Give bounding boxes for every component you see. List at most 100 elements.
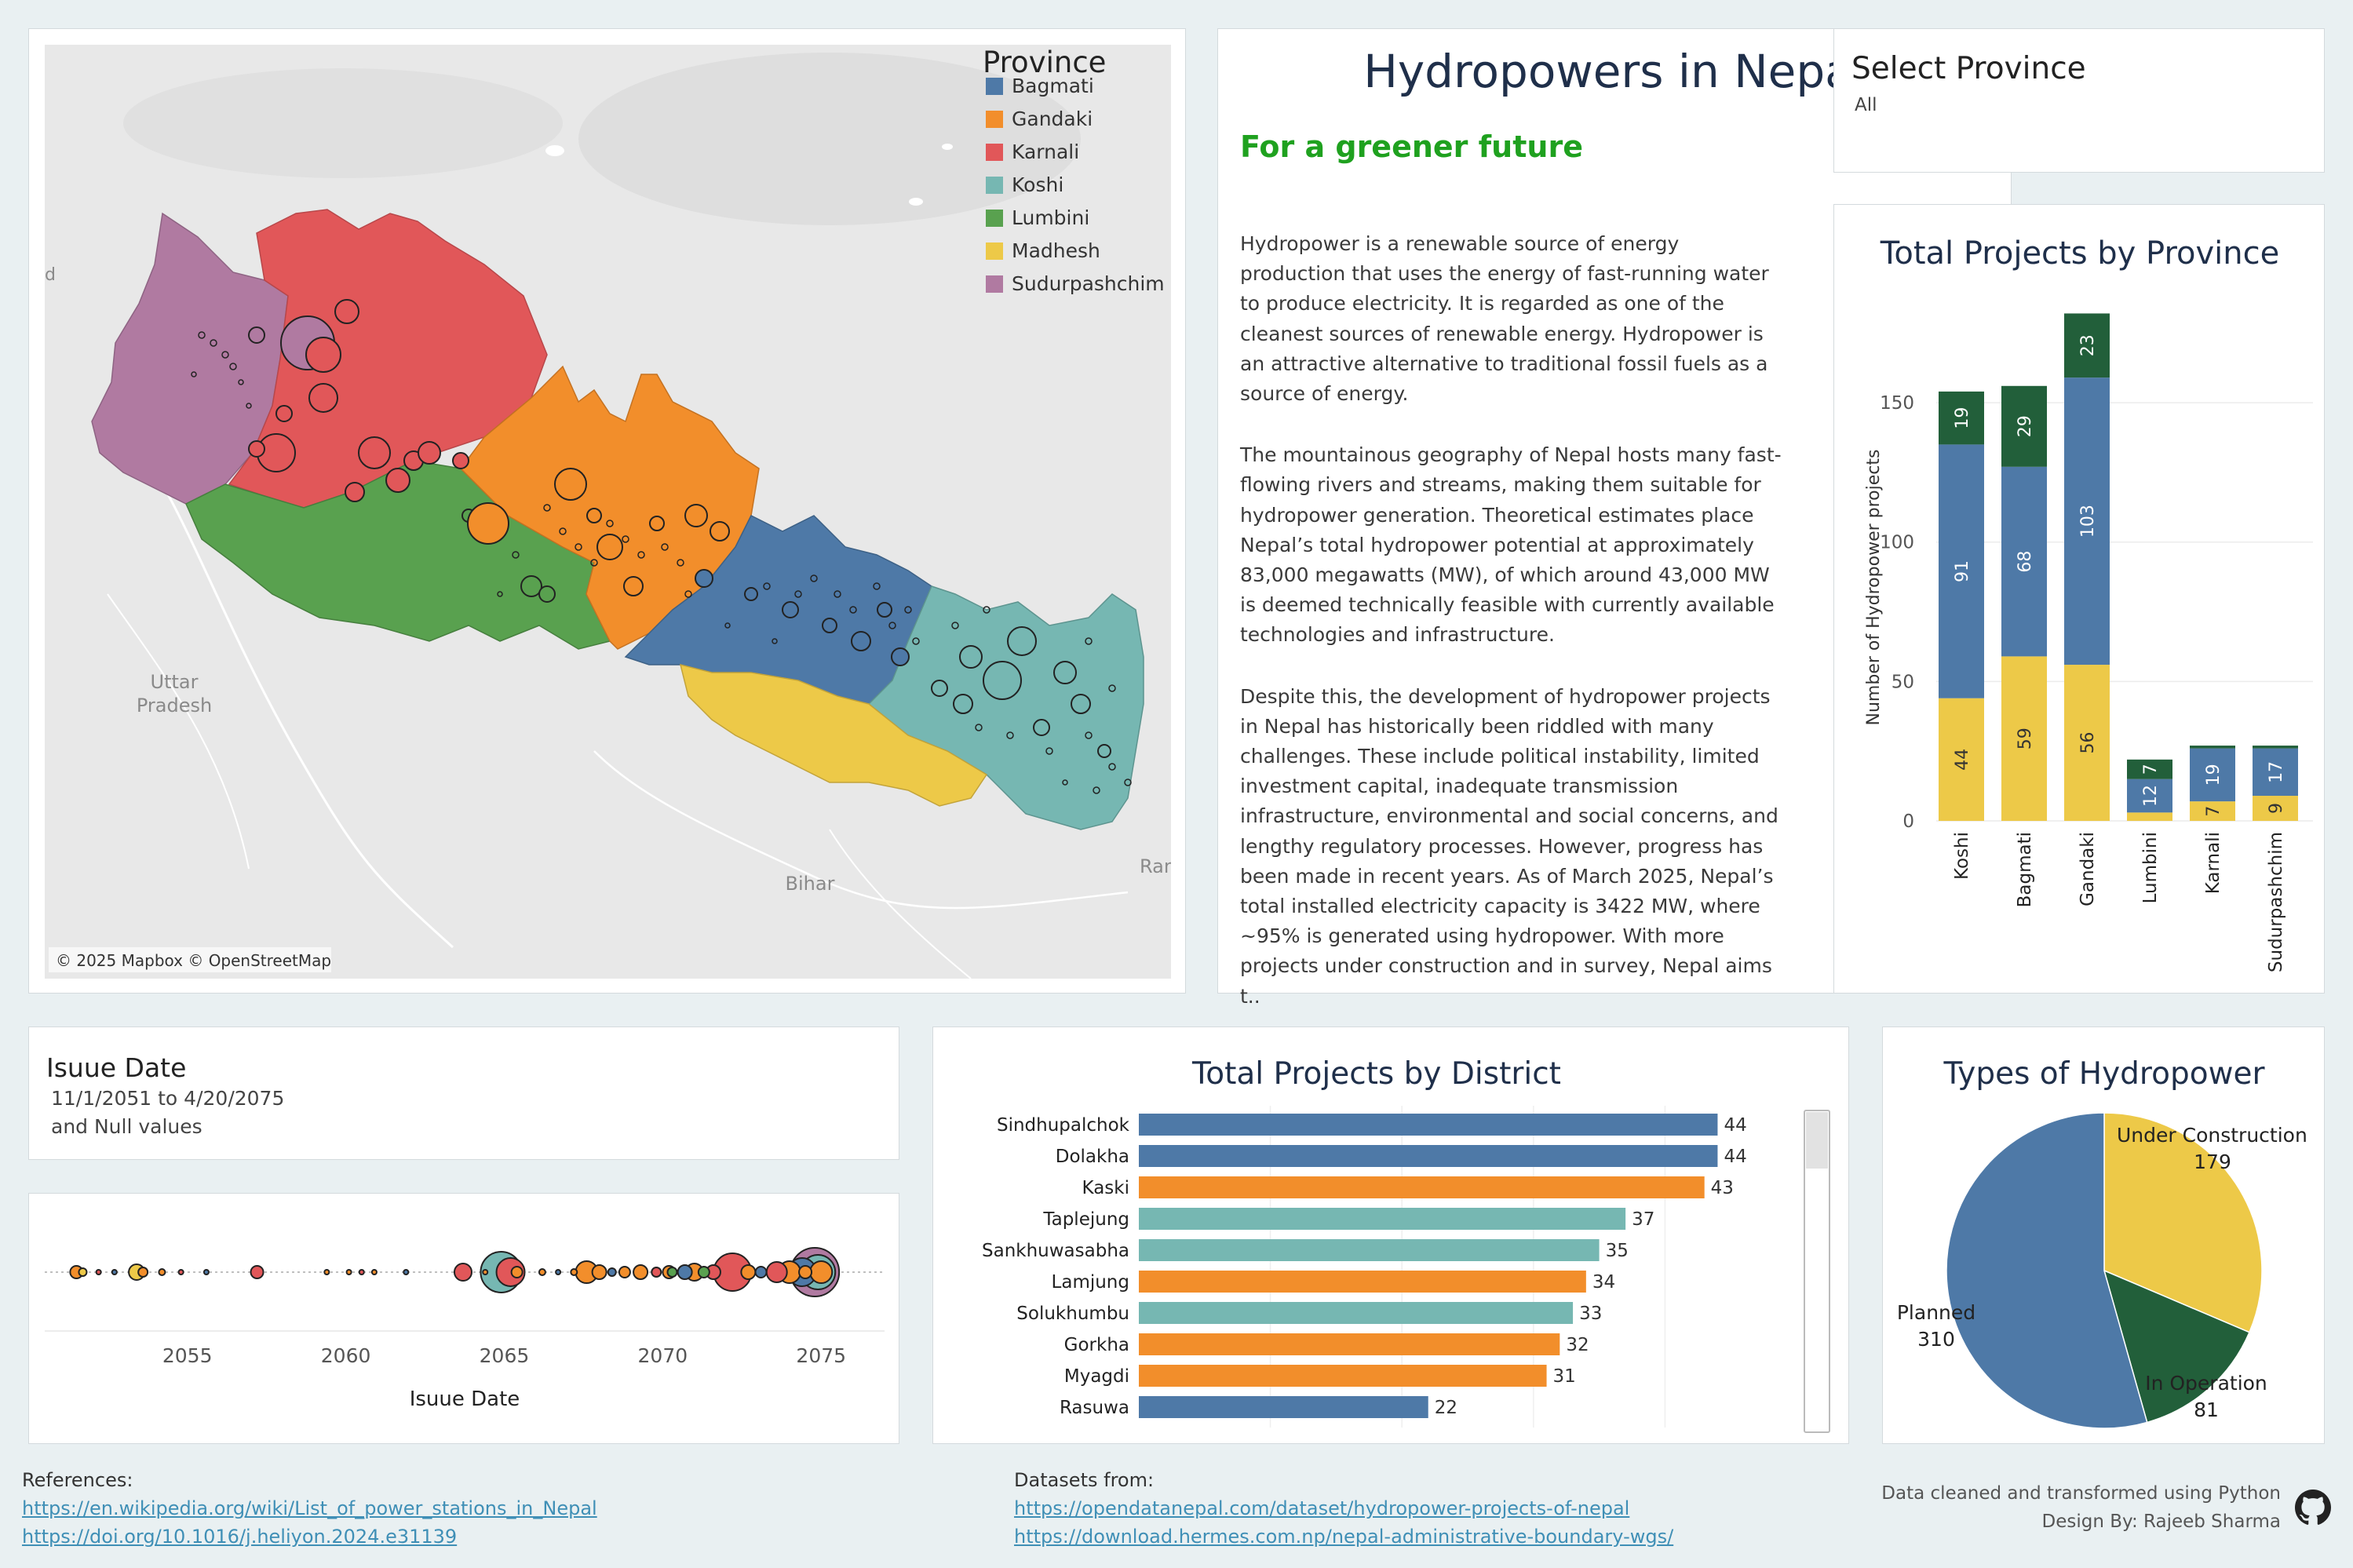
legend-label-gandaki[interactable]: Gandaki — [1012, 108, 1093, 130]
timeline-point[interactable] — [95, 1269, 102, 1275]
legend-swatch-madhesh[interactable] — [986, 242, 1003, 260]
reference-link-1[interactable]: https://en.wikipedia.org/wiki/List_of_po… — [22, 1497, 597, 1519]
province-bar-gandaki-in_operation[interactable] — [2064, 313, 2110, 378]
reference-link-2[interactable]: https://doi.org/10.1016/j.heliyon.2024.e… — [22, 1526, 458, 1548]
timeline-point[interactable] — [570, 1268, 578, 1276]
province-bar-value-label: 9 — [2267, 803, 2286, 814]
timeline-point[interactable] — [618, 1266, 631, 1278]
legend-label-madhesh[interactable]: Madhesh — [1012, 239, 1100, 262]
timeline-point[interactable] — [633, 1264, 649, 1280]
district-bar-taplejung[interactable] — [1139, 1208, 1626, 1230]
legend-label-bagmati[interactable]: Bagmati — [1012, 75, 1094, 97]
map-attribution[interactable]: © 2025 Mapbox © OpenStreetMap — [56, 951, 331, 970]
province-bar-lumbini-planned[interactable] — [2127, 779, 2172, 813]
legend-swatch-gandaki[interactable] — [986, 111, 1003, 128]
province-bar-karnali-in_operation[interactable] — [2190, 746, 2235, 749]
timeline-point[interactable] — [358, 1269, 365, 1275]
timeline-point[interactable] — [111, 1269, 118, 1275]
province-bar-sudurpashchim-under_construction[interactable] — [2253, 796, 2298, 821]
timeline-point[interactable] — [323, 1269, 330, 1275]
district-bar-rasuwa[interactable] — [1139, 1396, 1428, 1418]
timeline-point[interactable] — [555, 1269, 562, 1275]
district-bar-kaski[interactable] — [1139, 1176, 1705, 1198]
province-bar-bagmati-under_construction[interactable] — [2001, 656, 2047, 821]
date-filter-range[interactable]: 11/1/2051 to 4/20/2075 — [51, 1087, 285, 1110]
timeline-point[interactable] — [482, 1269, 489, 1275]
legend-label-lumbini[interactable]: Lumbini — [1012, 206, 1089, 229]
timeline-point[interactable] — [250, 1265, 264, 1279]
province-xtick-bagmati: Bagmati — [2015, 832, 2035, 907]
province-bar-bagmati-in_operation[interactable] — [2001, 385, 2047, 467]
district-bar-sankhuwasabha[interactable] — [1139, 1239, 1600, 1261]
legend-swatch-bagmati[interactable] — [986, 78, 1003, 95]
timeline-point[interactable] — [345, 1269, 352, 1275]
province-bar-karnali-planned[interactable] — [2190, 748, 2235, 802]
province-bar-gandaki-planned[interactable] — [2064, 377, 2110, 665]
district-bar-dolakha[interactable] — [1139, 1145, 1718, 1167]
province-bar-bagmati-planned[interactable] — [2001, 466, 2047, 657]
timeline-point[interactable] — [370, 1269, 378, 1275]
legend-swatch-sudurpashchim[interactable] — [986, 275, 1003, 293]
timeline-point[interactable] — [740, 1264, 757, 1280]
project-markers[interactable] — [248, 299, 1111, 758]
timeline-point[interactable] — [809, 1260, 834, 1284]
district-bar-lamjung[interactable] — [1139, 1271, 1586, 1293]
legend-label-karnali[interactable]: Karnali — [1012, 140, 1079, 163]
province-legend[interactable]: Bagmati Gandaki Karnali Koshi Lumbini Madhesh… — [986, 75, 1165, 295]
province-bar-karnali-under_construction[interactable] — [2190, 801, 2235, 821]
timeline-point[interactable] — [651, 1267, 662, 1278]
timeline-point[interactable] — [137, 1267, 149, 1278]
district-scrollbar-thumb[interactable] — [1806, 1112, 1828, 1169]
province-bar-gandaki-under_construction[interactable] — [2064, 665, 2110, 821]
timeline-point[interactable] — [798, 1265, 813, 1279]
timeline-point[interactable] — [666, 1267, 678, 1278]
pie-slice-planned[interactable] — [1946, 1112, 2148, 1429]
timeline-point[interactable] — [510, 1266, 523, 1278]
legend-swatch-lumbini[interactable] — [986, 210, 1003, 227]
pie-slice-in-operation[interactable] — [2103, 1269, 2250, 1424]
timeline-point[interactable] — [538, 1268, 546, 1276]
date-filter-null-note: and Null values — [51, 1115, 202, 1138]
district-bar-gorkha[interactable] — [1139, 1333, 1560, 1355]
timeline-point[interactable] — [453, 1263, 472, 1282]
province-bar-lumbini-in_operation[interactable] — [2127, 759, 2172, 779]
province-filter-dropdown[interactable]: All — [1855, 95, 1877, 115]
timeline-point[interactable] — [677, 1264, 693, 1280]
province-bar-koshi-under_construction[interactable] — [1939, 698, 1984, 821]
district-bar-myagdi[interactable] — [1139, 1365, 1547, 1387]
province-gandaki[interactable] — [460, 365, 760, 650]
province-bar-lumbini-under_construction[interactable] — [2127, 812, 2172, 821]
timeline-point[interactable] — [591, 1264, 607, 1280]
province-madhesh[interactable] — [679, 663, 988, 807]
district-scrollbar[interactable] — [1804, 1110, 1830, 1433]
timeline-point[interactable] — [495, 1257, 526, 1287]
legend-label-sudurpashchim[interactable]: Sudurpashchim — [1012, 272, 1165, 295]
province-karnali[interactable] — [228, 209, 548, 509]
province-bar-sudurpashchim-planned[interactable] — [2253, 748, 2298, 797]
timeline-point[interactable] — [158, 1268, 166, 1276]
dataset-link-2[interactable]: https://download.hermes.com.np/nepal-adm… — [1014, 1526, 1674, 1548]
province-bar-sudurpashchim-in_operation[interactable] — [2253, 746, 2298, 749]
timeline-point[interactable] — [78, 1267, 88, 1277]
timeline-point[interactable] — [607, 1267, 617, 1277]
timeline-point[interactable] — [697, 1266, 710, 1278]
district-bar-sindhupalchok[interactable] — [1139, 1114, 1718, 1136]
timeline-point[interactable] — [202, 1269, 210, 1275]
github-icon[interactable] — [2295, 1490, 2331, 1526]
pie-slice-under-construction[interactable] — [2103, 1112, 2263, 1333]
pie-label: Under Construction — [2117, 1124, 2307, 1147]
timeline-point[interactable] — [403, 1269, 410, 1275]
legend-swatch-koshi[interactable] — [986, 177, 1003, 194]
legend-swatch-karnali[interactable] — [986, 144, 1003, 161]
timeline-panel: 2055 2060 2065 2070 2075 Isuue Date — [28, 1193, 899, 1444]
province-bar-koshi-in_operation[interactable] — [1939, 391, 1984, 445]
timeline-point[interactable] — [177, 1269, 184, 1275]
district-bar-solukhumbu[interactable] — [1139, 1302, 1574, 1324]
timeline-point[interactable] — [754, 1266, 768, 1278]
nepal-map[interactable]: Uttar Pradesh Bihar Rangp d © 2025 Mapbo… — [45, 45, 1171, 979]
dataset-link-1[interactable]: https://opendatanepal.com/dataset/hydrop… — [1014, 1497, 1630, 1519]
legend-label-koshi[interactable]: Koshi — [1012, 173, 1063, 196]
province-bar-koshi-planned[interactable] — [1939, 444, 1984, 698]
district-label-lamjung: Lamjung — [1052, 1272, 1129, 1293]
timeline-point[interactable] — [765, 1261, 788, 1283]
